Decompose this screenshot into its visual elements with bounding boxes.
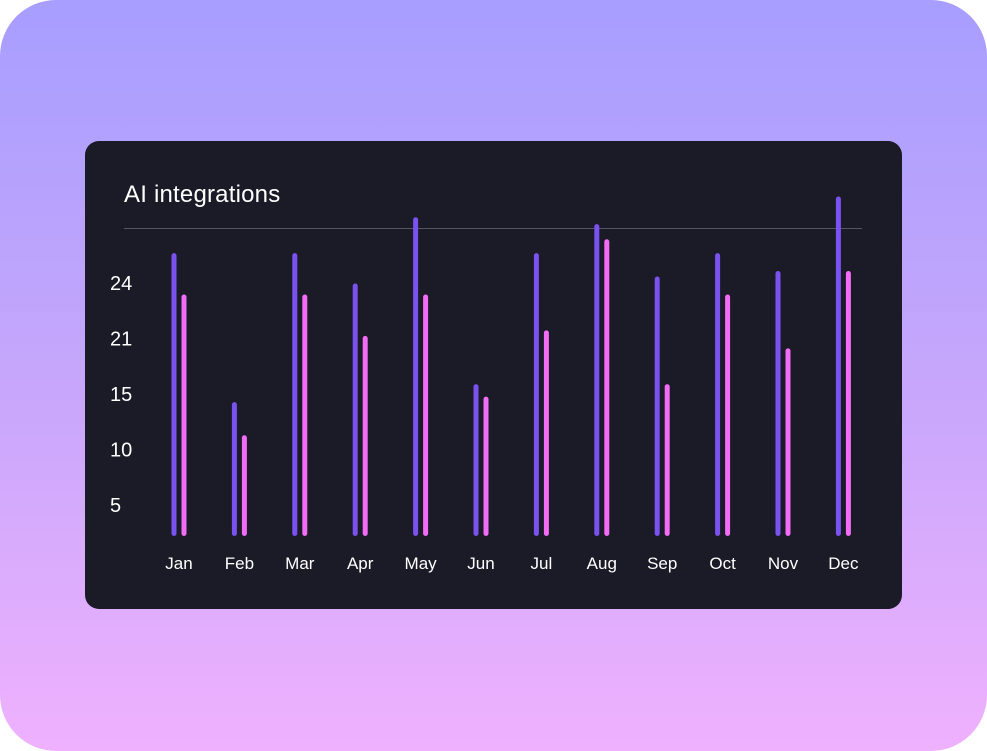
x-tick-label-feb: Feb	[225, 554, 254, 573]
bar-jun-series-2	[483, 396, 489, 536]
x-tick-label-may: May	[405, 554, 438, 573]
chart-title: AI integrations	[124, 181, 281, 208]
bar-apr-series-1	[352, 283, 358, 536]
x-tick-label-jan: Jan	[165, 554, 192, 573]
title-divider	[124, 228, 862, 229]
bar-nov-series-2	[785, 348, 791, 536]
bar-feb-series-1	[231, 402, 237, 536]
bar-dec-series-1	[835, 196, 841, 536]
y-tick-label: 15	[110, 384, 132, 406]
x-axis: Jan Feb Mar Apr May Jun Jul Aug Sep Oct Nov Dec	[165, 554, 859, 573]
y-tick-label: 24	[110, 273, 132, 295]
bar-chart: 24 21 15 10 5 Jan Feb Mar Apr May Jun Jul Aug Sep Oct…	[110, 196, 859, 573]
bar-aug-series-1	[594, 224, 600, 536]
x-tick-label-aug: Aug	[587, 554, 617, 573]
y-axis: 24 21 15 10 5	[110, 273, 132, 517]
x-tick-label-mar: Mar	[285, 554, 315, 573]
bar-mar-series-2	[302, 294, 308, 536]
x-tick-label-apr: Apr	[347, 554, 374, 573]
bar-mar-series-1	[292, 253, 298, 536]
bar-feb-series-2	[241, 435, 247, 536]
bar-nov-series-1	[775, 271, 781, 536]
x-tick-label-jun: Jun	[467, 554, 494, 573]
chart-card: AI integrations 24 21 15 10 5 Jan Feb Mar Apr Ma…	[85, 141, 902, 609]
bar-jul-series-2	[543, 330, 549, 536]
x-tick-label-jul: Jul	[531, 554, 553, 573]
bar-may-series-2	[423, 294, 429, 536]
bar-oct-series-2	[725, 294, 731, 536]
x-tick-label-nov: Nov	[768, 554, 799, 573]
bar-may-series-1	[413, 217, 419, 536]
bar-jul-series-1	[533, 253, 539, 536]
bar-sep-series-1	[654, 276, 660, 536]
bar-jan-series-1	[171, 253, 177, 536]
bar-apr-series-2	[362, 335, 368, 536]
bars	[171, 196, 851, 537]
bar-aug-series-2	[604, 239, 610, 537]
x-tick-label-oct: Oct	[709, 554, 736, 573]
x-tick-label-sep: Sep	[647, 554, 677, 573]
y-tick-label: 21	[110, 329, 132, 351]
bar-sep-series-2	[664, 384, 670, 536]
bar-jun-series-1	[473, 384, 479, 536]
y-tick-label: 10	[110, 440, 132, 462]
bar-jan-series-2	[181, 294, 187, 536]
bar-dec-series-2	[845, 271, 851, 536]
y-tick-label: 5	[110, 495, 121, 517]
x-tick-label-dec: Dec	[828, 554, 859, 573]
bar-oct-series-1	[715, 253, 721, 536]
